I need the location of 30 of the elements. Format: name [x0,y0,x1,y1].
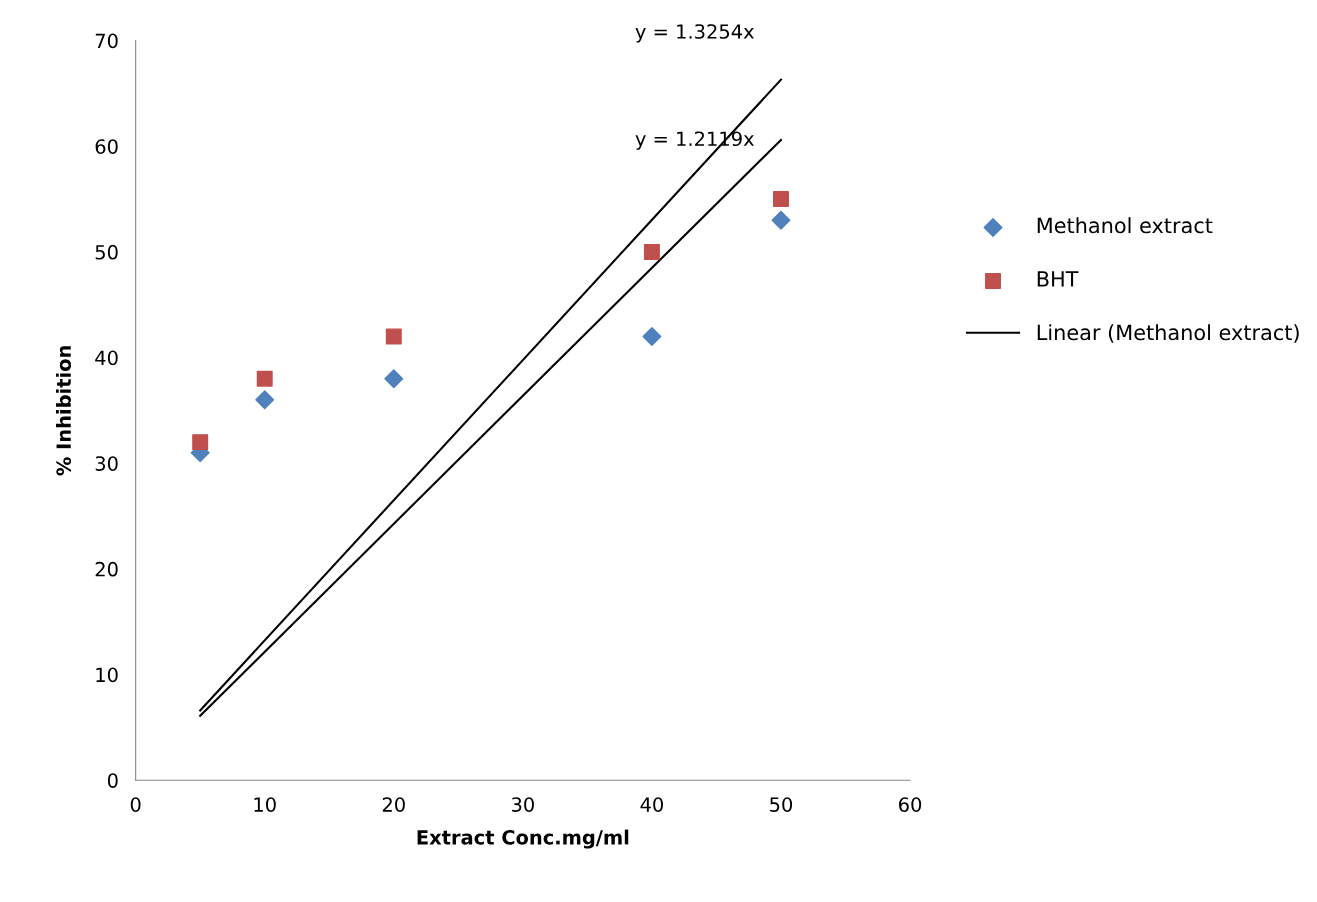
x-axis-title: Extract Conc.mg/ml [417,829,629,849]
y-tick-label: 50 [95,244,118,260]
x-tick-label: 30 [511,797,534,812]
point [773,191,789,208]
legend-label: Methanol extract [1037,217,1213,234]
legend-label: BHT [1037,271,1079,287]
y-tick-label: 20 [95,561,118,577]
point [643,243,660,260]
annotation: y = 1.3254x [635,24,754,43]
y-tick-label: 40 [95,350,118,366]
point [255,390,275,410]
legend-label: Linear (Methanol extract) [1037,324,1299,343]
point [256,370,273,387]
point [192,434,209,451]
point [384,369,404,389]
x-tick-label: 40 [640,797,663,812]
x-tick-label: 60 [899,797,922,812]
y-axis-title: % Inhibition [55,346,72,476]
x-tick-label: 10 [254,797,276,812]
y-tick-label: 0 [107,773,118,788]
y-tick-label: 10 [96,667,118,683]
y-tick-label: 70 [95,33,118,49]
y-tick-label: 30 [95,456,118,471]
point [642,326,662,346]
x-tick-label: 20 [382,797,405,812]
point [385,328,402,345]
x-tick-label: 50 [770,797,793,812]
y-tick-label: 60 [95,139,118,154]
x-tick-label: 0 [130,797,141,812]
point [771,210,791,230]
